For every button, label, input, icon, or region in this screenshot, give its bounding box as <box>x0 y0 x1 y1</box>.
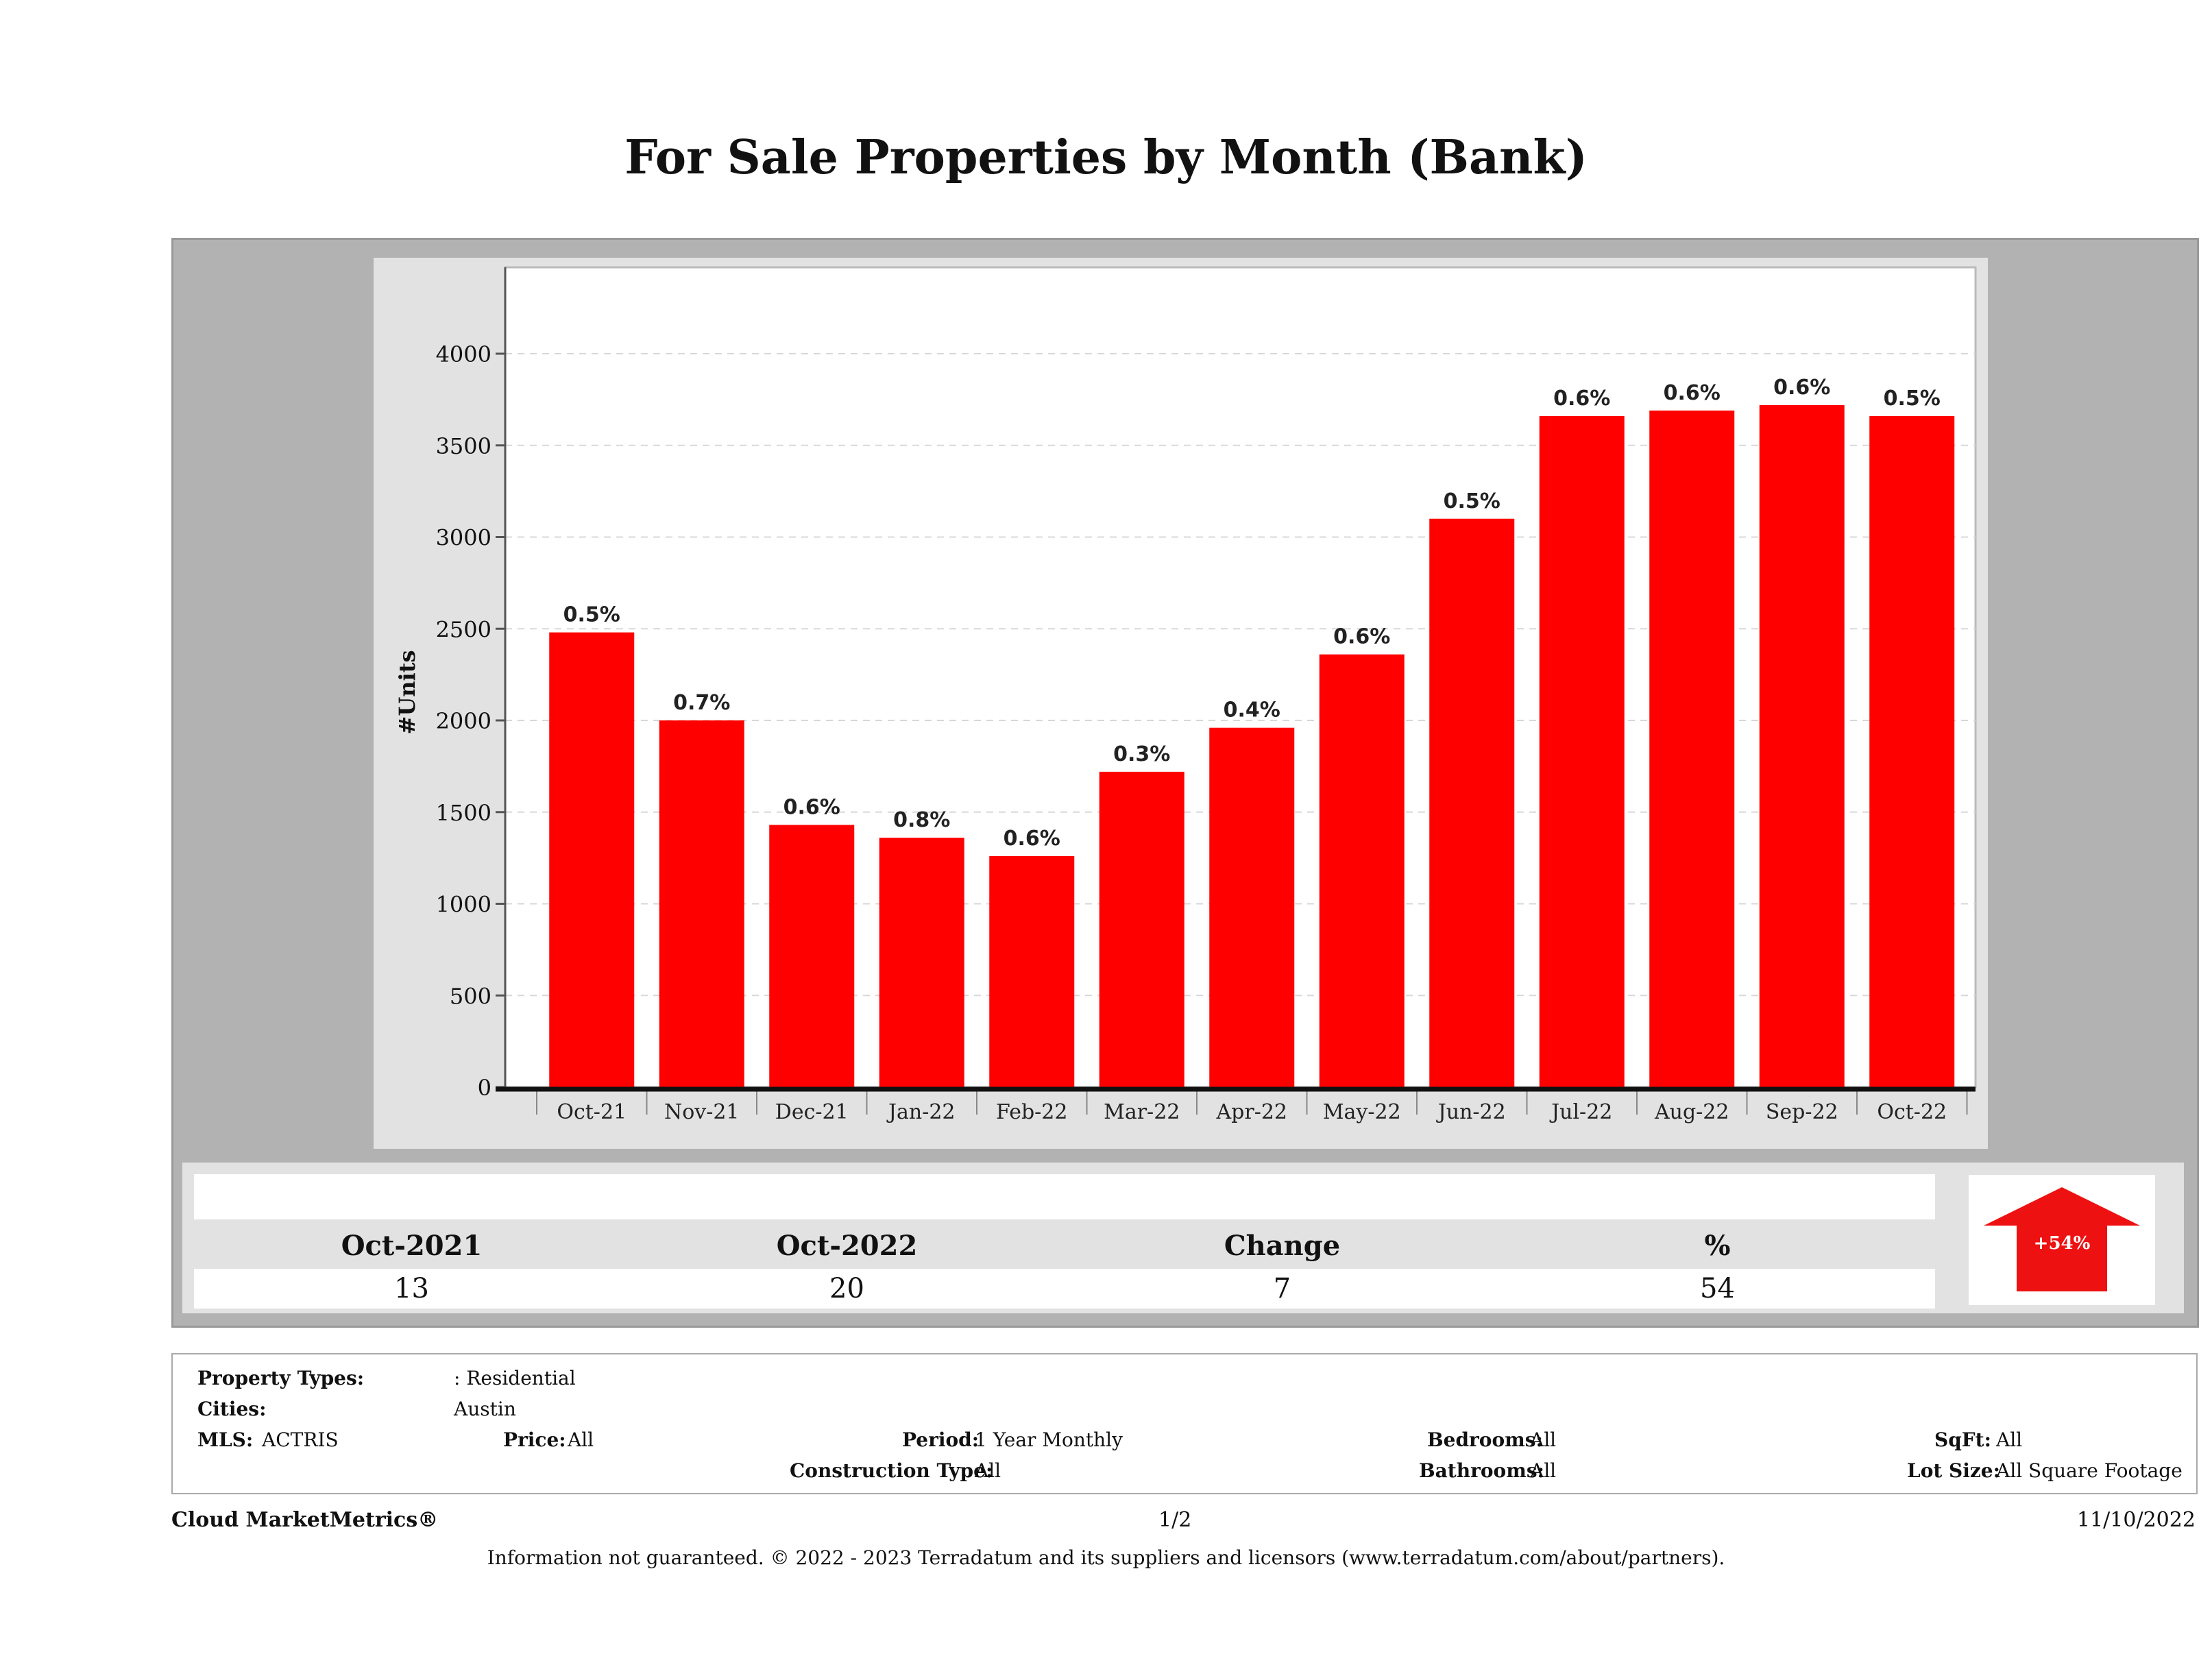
bar-value-label: 0.6% <box>783 795 840 819</box>
x-tick-label: Jan-22 <box>886 1100 956 1124</box>
x-tick-label: Jul-22 <box>1549 1100 1612 1124</box>
page-title: For Sale Properties by Month (Bank) <box>624 130 1588 185</box>
x-tick-label: Oct-21 <box>557 1100 627 1124</box>
bar-value-label: 0.5% <box>1444 489 1500 513</box>
lot-size-value: All Square Footage <box>1996 1459 2183 1482</box>
bar <box>769 825 855 1087</box>
bathrooms-label: Bathrooms: <box>1419 1459 1544 1482</box>
y-tick-label: 0 <box>478 1075 491 1101</box>
period-value: 1 Year Monthly <box>975 1428 1123 1451</box>
bar <box>1429 518 1515 1087</box>
x-tick-label: May-22 <box>1323 1100 1401 1124</box>
sqft-value: All <box>1996 1428 2023 1451</box>
bar <box>1099 771 1184 1087</box>
summary-panel: Oct-2021 Oct-2022 Change % 13 20 7 54 +5… <box>182 1163 2184 1313</box>
y-tick-label: 2500 <box>436 616 491 642</box>
mls-value: ACTRIS <box>262 1428 339 1451</box>
period-label: Period: <box>902 1428 980 1451</box>
property-types-label: Property Types: <box>197 1367 365 1389</box>
axes: 0 500 1000 1500 2000 2500 3000 3500 4000 Oct-21 No… <box>436 267 1976 1124</box>
page-number: 1/2 <box>1158 1508 1192 1532</box>
construction-type-value: All <box>975 1459 1001 1482</box>
bar-value-label: 0.5% <box>563 603 620 627</box>
x-tick-label: Aug-22 <box>1654 1100 1729 1124</box>
summary-value: 13 <box>394 1273 429 1304</box>
x-tick-label: Mar-22 <box>1104 1100 1180 1124</box>
summary-value: 7 <box>1273 1273 1291 1304</box>
change-badge: +54% <box>2034 1233 2091 1254</box>
sqft-label: SqFt: <box>1934 1428 1991 1451</box>
x-tick-label: Sep-22 <box>1766 1100 1838 1124</box>
bar-value-label: 0.5% <box>1884 387 1941 411</box>
bar-value-label: 0.6% <box>1004 827 1060 851</box>
bar-value-label: 0.6% <box>1553 387 1610 411</box>
bar-value-label: 0.3% <box>1113 742 1170 766</box>
summary-value: 54 <box>1700 1273 1735 1304</box>
bar-value-label: 0.6% <box>1773 376 1830 400</box>
bedrooms-value: All <box>1530 1428 1557 1451</box>
x-tick-label: Dec-21 <box>775 1100 849 1124</box>
x-tick-label: Feb-22 <box>996 1100 1067 1124</box>
y-tick-label: 500 <box>450 983 491 1009</box>
price-label: Price: <box>503 1428 566 1451</box>
bar-value-label: 0.7% <box>673 691 730 715</box>
summary-value-row: 13 20 7 54 <box>194 1269 1935 1309</box>
bar-value-label: 0.6% <box>1664 381 1721 405</box>
cities-value: Austin <box>454 1398 516 1420</box>
brand-name: Cloud MarketMetrics® <box>171 1508 439 1532</box>
bar <box>1759 404 1845 1087</box>
summary-header-row: Oct-2021 Oct-2022 Change % <box>194 1224 1935 1269</box>
change-indicator: +54% <box>1969 1175 2155 1305</box>
y-tick-label: 2000 <box>436 708 491 734</box>
property-types-value: : Residential <box>454 1367 576 1389</box>
y-tick-label: 3000 <box>436 525 491 551</box>
summary-header: Oct-2022 <box>776 1230 918 1262</box>
bars: 0.5% 0.7% 0.6% 0.8% 0.6% 0.3% 0.4% 0.6% 0.5% 0.6%… <box>549 376 1955 1087</box>
summary-header: Change <box>1224 1230 1341 1262</box>
summary-header: Oct-2021 <box>341 1230 483 1262</box>
bar <box>1209 727 1295 1087</box>
bar-value-label: 0.6% <box>1333 625 1390 649</box>
up-arrow-icon: +54% <box>1984 1187 2140 1291</box>
y-tick-label: 3500 <box>436 433 491 459</box>
bathrooms-value: All <box>1530 1459 1557 1482</box>
filter-info: Property Types: : Residential Cities: Au… <box>171 1353 2198 1494</box>
bar-value-label: 0.8% <box>893 808 950 832</box>
cities-label: Cities: <box>197 1398 267 1420</box>
bar <box>1319 654 1405 1087</box>
bar <box>549 632 635 1087</box>
summary-value: 20 <box>829 1273 864 1304</box>
mls-label: MLS: <box>197 1428 254 1451</box>
summary-header: % <box>1704 1230 1731 1262</box>
bar <box>989 855 1075 1087</box>
summary-spacer <box>194 1174 1935 1219</box>
bar-chart: 0.5% 0.7% 0.6% 0.8% 0.6% 0.3% 0.4% 0.6% 0.5% 0.6%… <box>394 266 1977 1124</box>
disclaimer: Information not guaranteed. © 2022 - 202… <box>487 1546 1725 1569</box>
chart-panel: 0.5% 0.7% 0.6% 0.8% 0.6% 0.3% 0.4% 0.6% 0.5% 0.6%… <box>374 258 1988 1149</box>
x-tick-label: Jun-22 <box>1436 1100 1506 1124</box>
bar <box>1539 415 1625 1087</box>
lot-size-label: Lot Size: <box>1907 1459 2000 1482</box>
bar-value-label: 0.4% <box>1224 698 1280 722</box>
bar <box>659 720 744 1087</box>
x-tick-label: Apr-22 <box>1215 1100 1287 1124</box>
construction-type-label: Construction Type: <box>790 1459 993 1482</box>
bar <box>879 838 964 1087</box>
bar <box>1869 415 1955 1087</box>
y-axis-title: #Units <box>394 650 420 735</box>
y-tick-label: 4000 <box>436 341 491 367</box>
y-tick-label: 1000 <box>436 892 491 918</box>
bedrooms-label: Bedrooms: <box>1427 1428 1543 1451</box>
x-tick-label: Nov-21 <box>664 1100 740 1124</box>
y-tick-label: 1500 <box>436 800 491 826</box>
bar <box>1649 410 1735 1087</box>
x-tick-label: Oct-22 <box>1877 1100 1947 1124</box>
price-value: All <box>568 1428 594 1451</box>
report-date: 11/10/2022 <box>2077 1508 2196 1532</box>
